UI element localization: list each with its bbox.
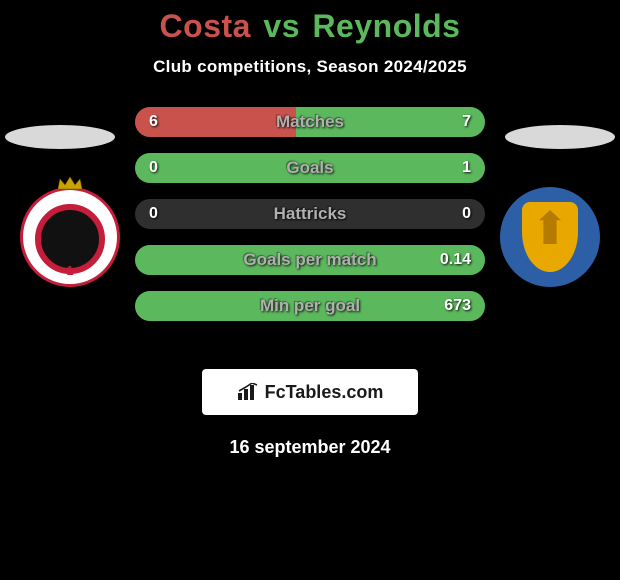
club-crest-left: [20, 187, 120, 287]
vs-separator: vs: [263, 8, 300, 44]
comparison-title: Costa vs Reynolds: [0, 0, 620, 45]
club-crest-right: [500, 187, 600, 287]
brand-badge[interactable]: FcTables.com: [202, 369, 418, 415]
stat-row: 01Goals: [135, 153, 485, 183]
antwerp-crest-icon: [20, 187, 120, 287]
stat-label: Min per goal: [135, 291, 485, 321]
brand-text: FcTables.com: [265, 382, 384, 403]
stat-row: 67Matches: [135, 107, 485, 137]
stat-row: 673Min per goal: [135, 291, 485, 321]
snapshot-date: 16 september 2024: [0, 437, 620, 458]
crown-icon: [57, 176, 83, 190]
stat-row: 00Hattricks: [135, 199, 485, 229]
halo-right: [505, 125, 615, 149]
stat-row: 0.14Goals per match: [135, 245, 485, 275]
halo-left: [5, 125, 115, 149]
player-left-name: Costa: [160, 8, 251, 44]
bar-chart-icon: [237, 383, 259, 401]
stat-label: Matches: [135, 107, 485, 137]
competition-subtitle: Club competitions, Season 2024/2025: [0, 57, 620, 77]
comparison-stage: 67Matches 01Goals 00Hattricks 0.14Goals per…: [0, 107, 620, 357]
stat-label: Hattricks: [135, 199, 485, 229]
westerlo-crest-icon: [500, 187, 600, 287]
player-right-name: Reynolds: [312, 8, 460, 44]
stat-label: Goals: [135, 153, 485, 183]
stat-label: Goals per match: [135, 245, 485, 275]
stat-bars: 67Matches 01Goals 00Hattricks 0.14Goals per…: [135, 107, 485, 337]
